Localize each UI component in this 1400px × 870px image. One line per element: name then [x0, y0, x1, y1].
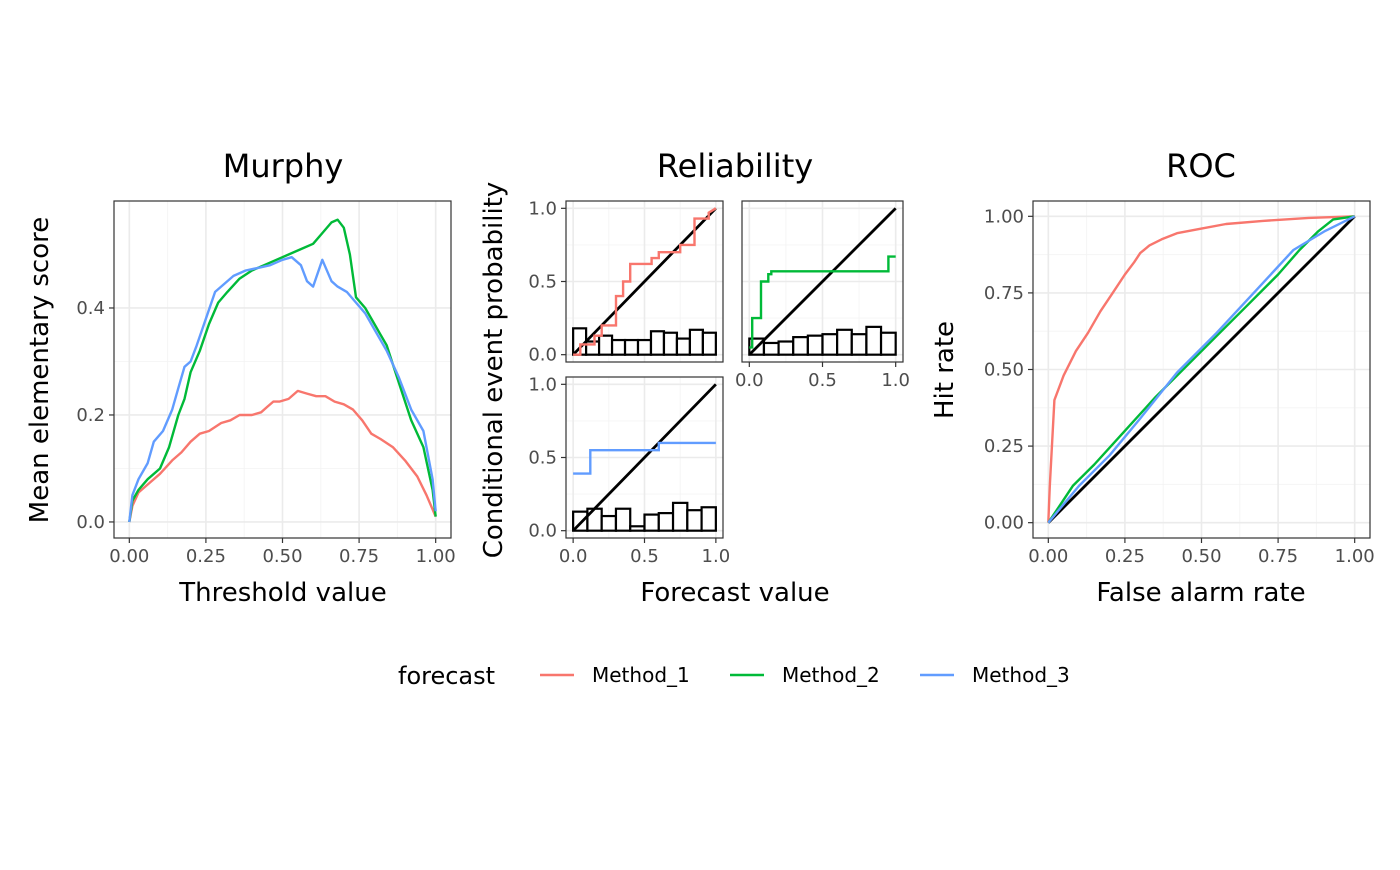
roc-x-tick-label: 0.00 [1028, 546, 1068, 567]
roc-series-method-1 [1047, 215, 1355, 523]
reliability-3-histogram-bar [643, 513, 660, 532]
roc-x-tick-label: 1.00 [1335, 546, 1375, 567]
reliability-2-histogram-bar [821, 333, 839, 356]
roc-y-tick-label: 0.50 [984, 360, 1024, 381]
reliability-1-diagonal-line [572, 207, 717, 356]
legend-title: forecast [398, 662, 495, 690]
reliability-1-histogram-bar [675, 337, 692, 356]
roc-series-method-2 [1047, 215, 1355, 524]
reliability-2-histogram-bar [792, 336, 809, 356]
reliability-2-x-tick-label: 0.5 [808, 370, 837, 391]
reliability-3-histogram-bar [657, 512, 675, 532]
reliability-3-histogram-bar [686, 509, 703, 532]
murphy-x-tick-label: 0.75 [339, 546, 379, 567]
reliability-title: Reliability [657, 147, 813, 185]
murphy-title: Murphy [223, 147, 344, 185]
reliability-3-y-tick-label: 0.0 [528, 521, 557, 542]
roc-y-tick-label: 1.00 [984, 206, 1024, 227]
reliability-3-histogram-bar [600, 514, 618, 532]
murphy-series-method-1 [128, 389, 437, 523]
roc-series-method-3 [1047, 215, 1356, 524]
murphy-y-tick-label: 0.0 [76, 512, 105, 533]
roc-y-tick-label: 0.00 [984, 513, 1024, 534]
reliability-1-histogram-bar [701, 331, 717, 356]
legend-label-method-1: Method_1 [592, 663, 690, 687]
roc-x-tick-label: 0.25 [1105, 546, 1145, 567]
reliability-2-histogram-bar [850, 333, 868, 356]
reliability-1-histogram-bar [636, 338, 653, 356]
reliability-panel-method-3: 0.0 0.5 1.0 0.0 0.5 1.0 [528, 374, 730, 567]
reliability-3-x-tick-label: 0.5 [630, 546, 659, 567]
roc-x-tick-label: 0.75 [1258, 546, 1298, 567]
reliability-panel-method-1: 0.0 0.5 1.0 [528, 198, 724, 366]
reliability-2-diagonal-line [748, 207, 897, 356]
roc-y-tick-label: 0.25 [984, 436, 1024, 457]
murphy-series-method-3 [128, 256, 437, 523]
roc-x-tick-label: 0.50 [1181, 546, 1221, 567]
legend-label-method-3: Method_3 [972, 663, 1070, 687]
roc-y-tick-label: 0.75 [984, 283, 1024, 304]
reliability-2-histogram-bar [865, 325, 883, 356]
reliability-3-histogram-bar [700, 506, 717, 532]
reliability-3-x-tick-label: 1.0 [702, 546, 731, 567]
reliability-panel-method-2: 0.0 0.5 1.0 [735, 200, 910, 391]
murphy-x-tick-label: 0.00 [109, 546, 149, 567]
reliability-1-histogram-bar [688, 328, 704, 356]
reliability-1-calibration-line [573, 207, 717, 356]
murphy-x-tick-label: 0.50 [262, 546, 302, 567]
roc-diagonal-line [1047, 215, 1356, 524]
murphy-x-axis-title: Threshold value [178, 578, 386, 608]
legend-entry-method-2: Method_2 [730, 663, 880, 687]
reliability-1-y-tick-label: 0.5 [528, 272, 557, 293]
roc-y-axis-title: Hit rate [930, 321, 960, 419]
reliability-3-diagonal-line [572, 383, 717, 532]
reliability-3-calibration-line [573, 441, 716, 475]
roc-title: ROC [1166, 147, 1236, 185]
roc-x-axis-title: False alarm rate [1096, 578, 1305, 608]
reliability-3-y-tick-label: 0.5 [528, 448, 557, 469]
reliability-x-axis-title: Forecast value [640, 578, 829, 608]
reliability-2-histogram-bar [806, 334, 824, 356]
legend-entry-method-3: Method_3 [920, 663, 1070, 687]
roc-panel: 0.00 0.25 0.50 0.75 1.00 0.00 0.25 0.50 0.75 1.00 [984, 200, 1375, 567]
reliability-2-histogram-bar [879, 331, 897, 356]
reliability-1-histogram-bar [662, 331, 679, 356]
reliability-3-x-tick-label: 0.0 [559, 546, 588, 567]
reliability-1-y-tick-label: 1.0 [528, 198, 557, 219]
murphy-x-tick-label: 1.00 [416, 546, 456, 567]
murphy-panel: 0.00 0.25 0.50 0.75 1.00 0.0 0.2 0.4 [76, 200, 456, 567]
murphy-y-tick-label: 0.2 [76, 405, 105, 426]
reliability-2-x-tick-label: 0.0 [735, 370, 764, 391]
murphy-x-tick-label: 0.25 [186, 546, 226, 567]
reliability-3-y-tick-label: 1.0 [528, 374, 557, 395]
legend-entry-method-1: Method_1 [540, 663, 690, 687]
reliability-2-calibration-line [749, 255, 896, 349]
reliability-1-histogram-bar [610, 338, 627, 356]
reliability-3-histogram-bar [614, 507, 632, 532]
reliability-3-histogram-bar [671, 501, 689, 532]
murphy-y-axis-title: Mean elementary score [25, 217, 55, 523]
reliability-1-y-tick-label: 0.0 [528, 345, 557, 366]
reliability-1-histogram-bar [597, 334, 614, 356]
reliability-1-histogram-bar [623, 338, 640, 356]
reliability-3-histogram-bar [629, 525, 646, 532]
legend: forecast Method_1 Method_2 Method_3 [398, 662, 1070, 690]
murphy-y-tick-label: 0.4 [76, 298, 105, 319]
murphy-series-method-2 [128, 218, 437, 523]
reliability-2-histogram-bar [777, 340, 795, 356]
legend-label-method-2: Method_2 [782, 663, 880, 687]
reliability-2-x-tick-label: 1.0 [881, 370, 910, 391]
reliability-2-histogram-bar [762, 341, 780, 356]
reliability-y-axis-title: Conditional event probability [479, 182, 509, 559]
reliability-2-histogram-bar [836, 328, 853, 356]
reliability-1-histogram-bar [649, 330, 666, 356]
